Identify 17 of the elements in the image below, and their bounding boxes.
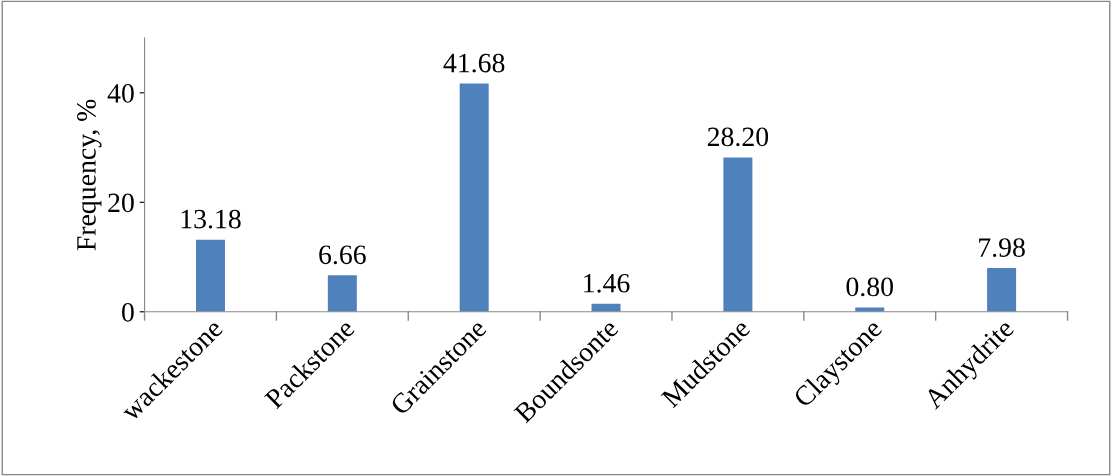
y-tick-label: 0 [122, 302, 134, 322]
bar [723, 157, 753, 312]
y-tick-label: 20 [108, 193, 134, 213]
data-label: 0.80 [846, 277, 893, 297]
data-label: 6.66 [319, 245, 366, 265]
bar [987, 268, 1017, 312]
bar [459, 83, 489, 312]
data-label: 13.18 [181, 209, 241, 229]
y-tick-label: 40 [107, 83, 134, 103]
bar [327, 275, 357, 312]
data-label: 41.68 [443, 53, 505, 73]
bar [855, 307, 885, 312]
y-axis-title: Frequency, % [77, 99, 102, 251]
data-label: 7.98 [979, 238, 1025, 258]
data-label: 28.20 [707, 127, 769, 147]
data-label: 1.46 [584, 273, 630, 293]
bar [195, 239, 225, 312]
